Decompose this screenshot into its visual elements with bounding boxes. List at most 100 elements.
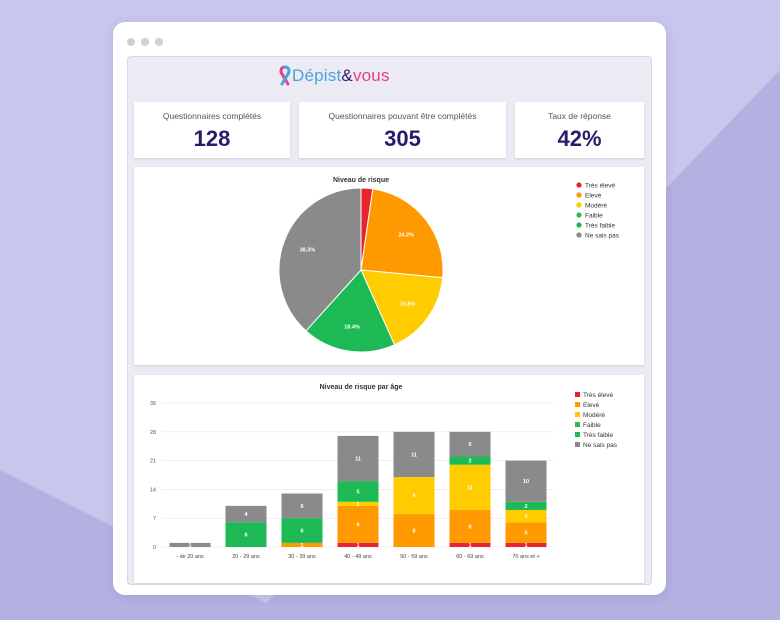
bar-value-label: 11 <box>355 457 361 463</box>
legend-swatch <box>575 442 580 447</box>
bar-segment-ne-sais-pas[interactable] <box>449 431 491 457</box>
pie-legend-modere[interactable]: Modéré <box>585 202 607 209</box>
pie-chart-panel: Niveau de risque 24.2% 16.8% 18.4% 38.3% Tr… <box>134 167 644 365</box>
bar-segment-modere[interactable] <box>449 464 491 510</box>
bar-value-label: 1 <box>188 543 191 549</box>
kpi-label: Questionnaires complétés <box>162 111 262 121</box>
bar-legend-tres-eleve[interactable]: Très élevé <box>583 392 613 399</box>
pie-legend-tres-eleve[interactable]: Très élevé <box>585 182 615 189</box>
bar-value-label: 6 <box>468 442 471 448</box>
kpi-card-possible: Questionnaires pouvant être complétés 30… <box>299 102 506 158</box>
legend-swatch <box>576 202 582 208</box>
bar-value-label: 11 <box>467 485 473 491</box>
y-tick-label: 35 <box>150 401 156 407</box>
bar-value-label: 5 <box>356 489 359 495</box>
bar-legend-modere[interactable]: Modéré <box>583 412 605 419</box>
y-tick-label: 0 <box>153 545 156 551</box>
window-dot <box>155 38 163 46</box>
pie-chart: Niveau de risque 24.2% 16.8% 18.4% 38.3% Tr… <box>278 177 620 353</box>
pie-slice-ne-sais-pas[interactable] <box>278 187 362 332</box>
bar-segment-modere[interactable] <box>337 501 379 506</box>
brand-suffix: vous <box>352 66 390 85</box>
pie-chart-title: Niveau de risque <box>333 177 389 184</box>
bar-segment-tres-eleve[interactable] <box>449 542 491 547</box>
y-tick-label: 7 <box>153 516 156 522</box>
bar-value-label: 8 <box>468 524 471 530</box>
bar-segment-ne-sais-pas[interactable] <box>281 493 323 519</box>
legend-swatch <box>576 232 582 238</box>
bar-legend-eleve[interactable]: Elevé <box>583 402 600 409</box>
kpi-value: 128 <box>193 126 231 151</box>
pie-slice-modere[interactable] <box>360 269 444 346</box>
bar-segment-modere[interactable] <box>505 509 547 523</box>
bar-segment-eleve[interactable] <box>505 522 547 543</box>
bar-value-label: 6 <box>300 529 303 535</box>
pie-legend-faible[interactable]: Faible <box>585 212 603 219</box>
bar-value-label: 2 <box>524 504 527 510</box>
bar-segment-ne-sais-pas[interactable] <box>505 460 547 502</box>
bar-segment-ne-sais-pas[interactable] <box>393 431 435 478</box>
pie-legend-eleve[interactable]: Elevé <box>585 192 602 199</box>
brand-name: Dépist&vous <box>292 66 390 86</box>
pie-slice-tres-faible[interactable] <box>305 269 396 353</box>
bar-value-label: 2 <box>468 459 471 465</box>
bar-value-label: 3 <box>524 514 527 520</box>
bar-segment-ne-sais-pas[interactable] <box>169 542 211 547</box>
legend-swatch <box>576 192 582 198</box>
bar-segment-ne-sais-pas[interactable] <box>225 505 267 523</box>
bar-segment-tres-faible[interactable] <box>337 481 379 502</box>
bar-segment-tres-faible[interactable] <box>281 518 323 543</box>
pie-slice-label: 38.3% <box>300 247 316 253</box>
bar-segment-tres-eleve[interactable] <box>337 542 379 547</box>
browser-window: Dépist&vous Questionnaires complétés 128… <box>113 22 666 595</box>
bar-segment-ne-sais-pas[interactable] <box>337 435 379 482</box>
bar-value-label: 6 <box>300 504 303 510</box>
bar-value-label: 10 <box>523 479 529 485</box>
bar-value-label: 1 <box>356 543 359 549</box>
bar-chart-title: Niveau de risque par âge <box>320 384 403 391</box>
window-dot <box>141 38 149 46</box>
legend-swatch <box>576 222 582 228</box>
pie-legend-tres-faible[interactable]: Très faible <box>585 222 615 229</box>
bar-segment-eleve[interactable] <box>393 514 435 547</box>
bar-segment-eleve[interactable] <box>281 542 323 547</box>
bar-segment-modere[interactable] <box>393 477 435 515</box>
bar-legend-faible[interactable]: Faible <box>583 422 601 429</box>
bar-value-label: 9 <box>412 494 415 500</box>
bar-value-label: 5 <box>524 531 527 537</box>
kpi-card-rate: Taux de réponse 42% <box>515 102 644 158</box>
bar-segment-eleve[interactable] <box>337 505 379 543</box>
pie-slice-label: 16.8% <box>400 301 416 307</box>
legend-swatch <box>575 392 580 397</box>
bar-segment-tres-faible[interactable] <box>449 456 491 465</box>
bar-value-label: 1 <box>524 543 527 549</box>
x-tick-label: 70 ans et + <box>512 554 539 560</box>
legend-swatch <box>576 212 582 218</box>
pie-legend-ne-sais-pas[interactable]: Ne sais pas <box>585 232 620 239</box>
pie-slice-eleve[interactable] <box>360 188 444 279</box>
y-tick-label: 28 <box>150 430 156 436</box>
brand-logo[interactable]: Dépist&vous <box>278 63 390 89</box>
bar-segment-eleve[interactable] <box>449 509 491 543</box>
bar-segment-tres-faible[interactable] <box>225 522 267 547</box>
legend-swatch <box>575 412 580 417</box>
dashboard: Dépist&vous Questionnaires complétés 128… <box>127 56 652 585</box>
legend-swatch <box>575 432 580 437</box>
brand-amp: & <box>341 66 353 85</box>
bar-segment-tres-eleve[interactable] <box>505 542 547 547</box>
bar-value-label: 1 <box>356 502 359 508</box>
bar-legend-ne-sais-pas[interactable]: Ne sais pas <box>583 442 618 449</box>
brand-prefix: Dépist <box>292 66 342 85</box>
legend-swatch <box>576 182 582 188</box>
ribbon-icon <box>279 65 291 86</box>
y-tick-label: 14 <box>150 487 156 493</box>
y-tick-label: 21 <box>150 459 156 465</box>
bar-legend-tres-faible[interactable]: Très faible <box>583 432 613 439</box>
bar-segment-tres-faible[interactable] <box>505 501 547 510</box>
x-tick-label: 60 - 69 ans <box>456 554 484 560</box>
pie-slice-label: 24.2% <box>398 233 414 239</box>
bar-value-label: 8 <box>412 529 415 535</box>
window-dot <box>127 38 135 46</box>
